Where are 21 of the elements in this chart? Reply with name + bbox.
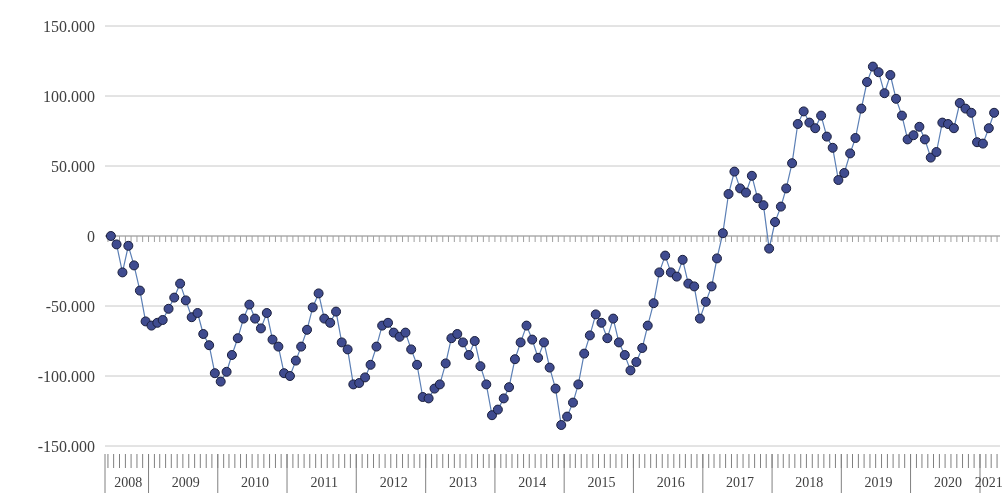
x-tick-label: 2011	[310, 475, 339, 490]
y-tick-label: 0	[87, 227, 95, 245]
y-tick-label: -150.000	[37, 437, 95, 455]
y-tick-label: 100.000	[43, 87, 95, 105]
y-tick-label: -100.000	[37, 367, 95, 385]
x-tick-label: 2015	[587, 475, 616, 490]
y-tick-label: -50.000	[45, 297, 95, 315]
x-tick-label: 2013	[448, 475, 477, 490]
x-tick-label: 2017	[726, 475, 755, 490]
x-tick-label: 2018	[795, 475, 824, 490]
x-tick-label: 2008	[114, 475, 143, 490]
x-tick-label: 2016	[656, 475, 685, 490]
x-tick-label: 2021	[974, 475, 1003, 490]
x-tick-label: 2019	[864, 475, 893, 490]
y-tick-label: 50.000	[51, 157, 95, 175]
x-tick-label: 2014	[518, 475, 547, 490]
x-tick-label: 2010	[241, 475, 270, 490]
x-tick-label: 2009	[171, 475, 200, 490]
x-tick-label: 2012	[379, 475, 408, 490]
x-tick-label: 2020	[934, 475, 963, 490]
y-tick-label: 150.000	[43, 17, 95, 35]
